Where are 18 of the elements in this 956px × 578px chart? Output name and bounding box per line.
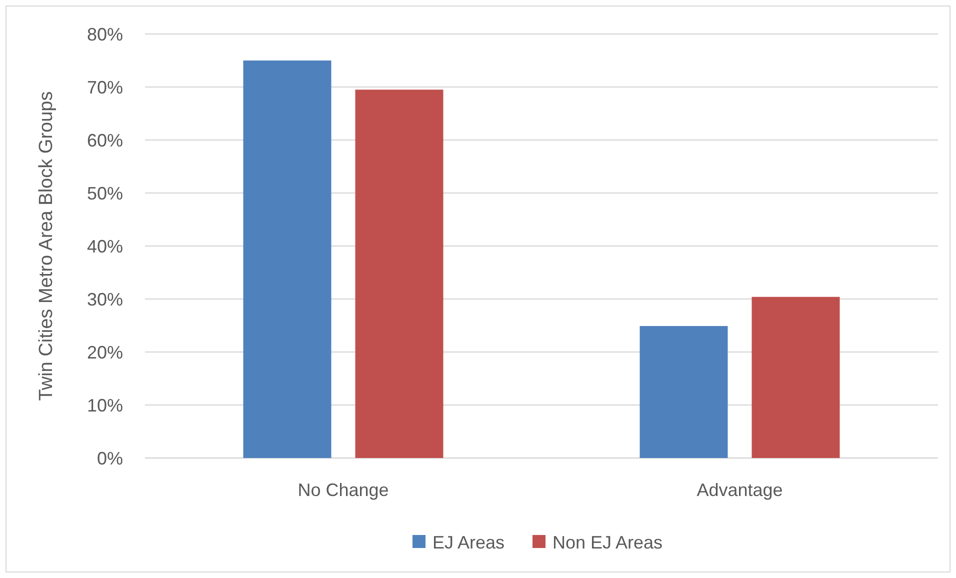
y-tick-label: 30% (86, 289, 123, 310)
y-tick-label: 10% (86, 395, 123, 416)
y-tick-label: 60% (86, 130, 123, 150)
legend-label: Non EJ Areas (552, 532, 663, 552)
y-tick-label: 40% (86, 236, 123, 256)
y-tick-label: 80% (86, 24, 123, 44)
bar (243, 60, 332, 458)
y-tick-label: 50% (86, 183, 123, 204)
bar (640, 326, 728, 458)
bar (752, 296, 840, 458)
y-tick-label: 20% (86, 342, 123, 362)
legend-label: EJ Areas (432, 532, 505, 552)
y-tick-label: 70% (86, 77, 123, 98)
x-tick-label: Advantage (696, 480, 783, 500)
y-tick-label: 0% (96, 448, 123, 468)
y-axis-title: Twin Cities Metro Area Block Groups (36, 91, 57, 401)
x-tick-label: No Change (298, 480, 389, 500)
bar (355, 90, 444, 458)
